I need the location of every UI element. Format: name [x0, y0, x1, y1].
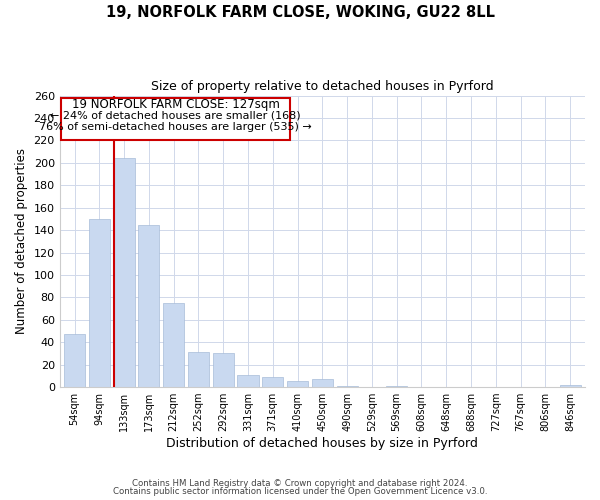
- X-axis label: Distribution of detached houses by size in Pyrford: Distribution of detached houses by size …: [166, 437, 478, 450]
- Bar: [386, 386, 407, 387]
- Bar: [139, 224, 160, 387]
- Text: 19, NORFOLK FARM CLOSE, WOKING, GU22 8LL: 19, NORFOLK FARM CLOSE, WOKING, GU22 8LL: [106, 5, 494, 20]
- Title: Size of property relative to detached houses in Pyrford: Size of property relative to detached ho…: [151, 80, 494, 93]
- Bar: [287, 382, 308, 387]
- Bar: [337, 386, 358, 387]
- Bar: [89, 219, 110, 387]
- Bar: [312, 379, 333, 387]
- Y-axis label: Number of detached properties: Number of detached properties: [15, 148, 28, 334]
- Bar: [238, 374, 259, 387]
- Bar: [560, 385, 581, 387]
- Bar: [188, 352, 209, 387]
- Text: 19 NORFOLK FARM CLOSE: 127sqm: 19 NORFOLK FARM CLOSE: 127sqm: [71, 98, 280, 111]
- Bar: [212, 354, 234, 387]
- Bar: [262, 377, 283, 387]
- Bar: [113, 158, 134, 387]
- Bar: [64, 334, 85, 387]
- Text: 76% of semi-detached houses are larger (535) →: 76% of semi-detached houses are larger (…: [39, 122, 312, 132]
- Bar: [163, 303, 184, 387]
- FancyBboxPatch shape: [61, 98, 290, 140]
- Text: ← 24% of detached houses are smaller (168): ← 24% of detached houses are smaller (16…: [50, 110, 301, 120]
- Text: Contains public sector information licensed under the Open Government Licence v3: Contains public sector information licen…: [113, 487, 487, 496]
- Text: Contains HM Land Registry data © Crown copyright and database right 2024.: Contains HM Land Registry data © Crown c…: [132, 478, 468, 488]
